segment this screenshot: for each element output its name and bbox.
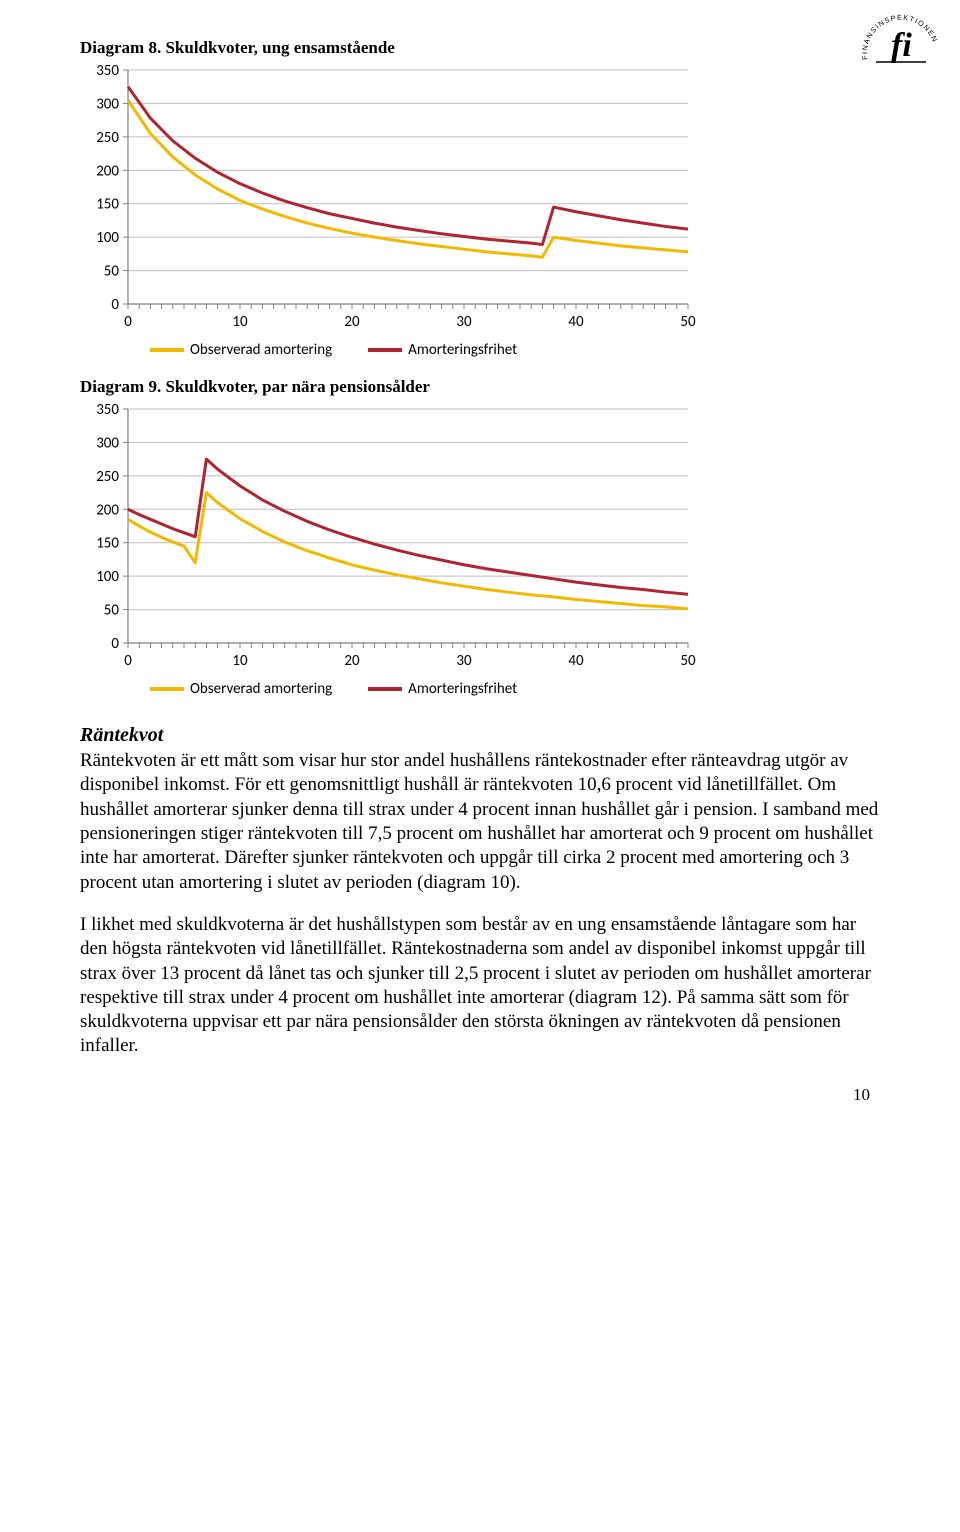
svg-text:100: 100 bbox=[96, 229, 119, 247]
legend-swatch-amorteringsfrihet bbox=[368, 348, 402, 352]
svg-text:300: 300 bbox=[96, 95, 119, 113]
svg-text:350: 350 bbox=[96, 62, 119, 80]
legend-label-amorteringsfrihet: Amorteringsfrihet bbox=[408, 341, 517, 359]
svg-text:200: 200 bbox=[96, 501, 119, 519]
diagram9-caption: Diagram 9. Skuldkvoter, par nära pension… bbox=[80, 377, 880, 397]
svg-text:0: 0 bbox=[111, 635, 119, 653]
legend-label-amorteringsfrihet: Amorteringsfrihet bbox=[408, 680, 517, 698]
diagram8-caption: Diagram 8. Skuldkvoter, ung ensamstående bbox=[80, 38, 880, 58]
svg-text:150: 150 bbox=[96, 196, 119, 214]
svg-text:10: 10 bbox=[232, 652, 248, 670]
diagram9-legend: Observerad amortering Amorteringsfrihet bbox=[80, 680, 880, 698]
svg-text:250: 250 bbox=[96, 129, 119, 147]
legend-swatch-observerad bbox=[150, 348, 184, 352]
svg-text:350: 350 bbox=[96, 401, 119, 419]
svg-text:20: 20 bbox=[344, 313, 360, 331]
svg-text:100: 100 bbox=[96, 568, 119, 586]
agency-logo: FINANSINSPEKTIONEN fi bbox=[856, 4, 946, 84]
svg-text:40: 40 bbox=[568, 652, 584, 670]
svg-text:0: 0 bbox=[111, 296, 119, 314]
svg-text:200: 200 bbox=[96, 162, 119, 180]
svg-text:0: 0 bbox=[124, 313, 132, 331]
legend-label-observerad: Observerad amortering bbox=[190, 680, 332, 698]
legend-label-observerad: Observerad amortering bbox=[190, 341, 332, 359]
svg-text:30: 30 bbox=[456, 313, 472, 331]
svg-text:50: 50 bbox=[104, 602, 120, 620]
diagram8-chart: 0 50 100 150 200 250 300 350 0 10 20 30 40 50 Observe… bbox=[80, 62, 880, 359]
svg-text:0: 0 bbox=[124, 652, 132, 670]
svg-text:300: 300 bbox=[96, 434, 119, 452]
legend-swatch-observerad bbox=[150, 687, 184, 691]
svg-text:50: 50 bbox=[680, 313, 696, 331]
page-number: 10 bbox=[853, 1085, 870, 1105]
diagram8-legend: Observerad amortering Amorteringsfrihet bbox=[80, 341, 880, 359]
svg-text:50: 50 bbox=[104, 263, 120, 281]
legend-swatch-amorteringsfrihet bbox=[368, 687, 402, 691]
svg-text:40: 40 bbox=[568, 313, 584, 331]
paragraph-1: Räntekvoten är ett mått som visar hur st… bbox=[80, 749, 880, 895]
section-heading-rantekvot: Räntekvot bbox=[80, 724, 880, 747]
svg-text:10: 10 bbox=[232, 313, 248, 331]
paragraph-2: I likhet med skuldkvoterna är det hushål… bbox=[80, 913, 880, 1059]
svg-text:50: 50 bbox=[680, 652, 696, 670]
svg-text:30: 30 bbox=[456, 652, 472, 670]
svg-text:250: 250 bbox=[96, 468, 119, 486]
diagram9-chart: 0 50 100 150 200 250 300 350 0 10 20 30 40 50 Observe… bbox=[80, 401, 880, 698]
svg-text:150: 150 bbox=[96, 535, 119, 553]
svg-text:20: 20 bbox=[344, 652, 360, 670]
svg-text:fi: fi bbox=[891, 27, 912, 64]
